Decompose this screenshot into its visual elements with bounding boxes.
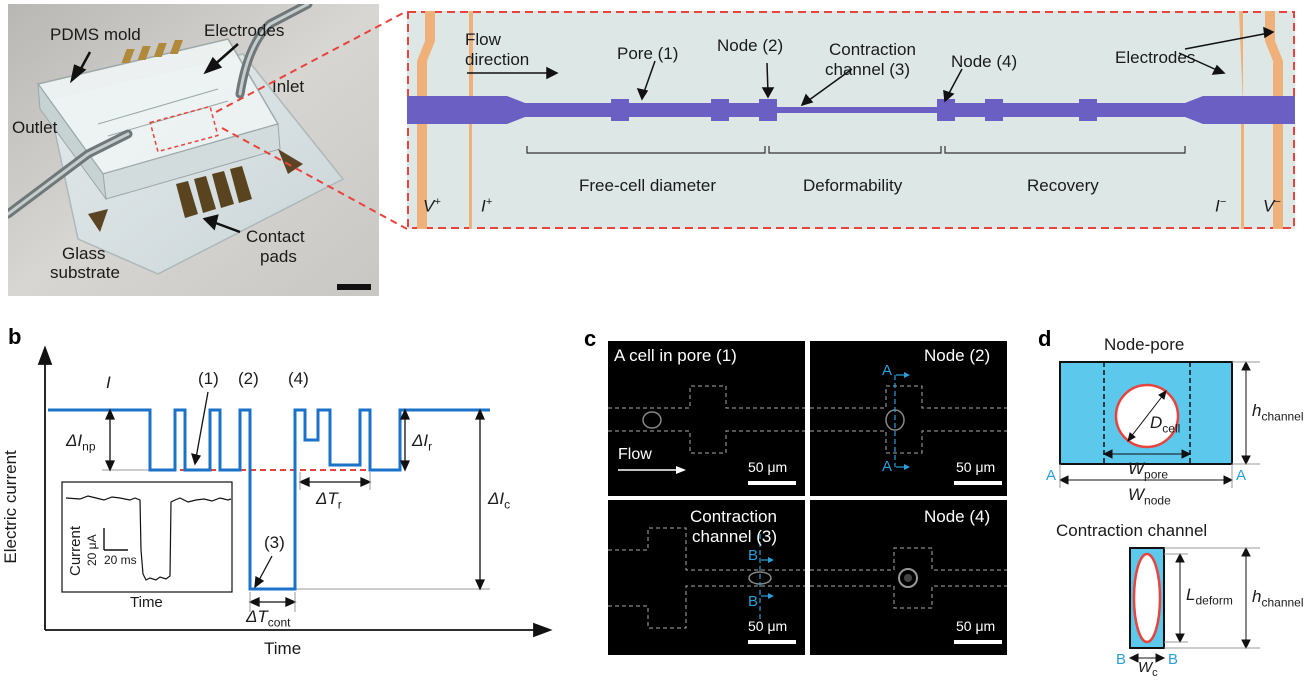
mark-1: (1) <box>198 369 219 388</box>
a-left-mark: A <box>1046 467 1057 484</box>
mark-2: (2) <box>238 369 259 388</box>
schematic-electrodes <box>417 11 1283 229</box>
tile1-scale-bar <box>748 481 796 485</box>
contraction-label-2: channel (3) <box>825 60 911 79</box>
pads-label-2: pads <box>260 247 297 266</box>
inset-trace <box>61 481 233 593</box>
mark-3: (3) <box>264 533 285 552</box>
inset-scale-y: 20 μA <box>85 534 99 566</box>
contraction-title: Contraction channel <box>1056 521 1208 540</box>
tile2-scale-bar <box>954 481 1002 485</box>
micrograph-tile-1: A cell in pore (1) Flow 50 μm <box>608 341 805 496</box>
pdms-label: PDMS mold <box>50 25 141 44</box>
tile1-title: A cell in pore (1) <box>614 346 737 365</box>
tile3-title-1: Contraction <box>690 507 777 526</box>
delta-inp: ΔInp <box>66 431 96 454</box>
node4-label: Node (4) <box>951 52 1018 71</box>
glass-label-2: substrate <box>50 263 120 282</box>
tile2-mark-top: A <box>882 362 893 379</box>
inset-y-label: Current <box>67 525 84 576</box>
tile2-scale: 50 μm <box>956 459 996 475</box>
w-c-label: Wc <box>1138 659 1158 679</box>
panel-b-letter: b <box>8 324 22 349</box>
flow-arrow <box>618 466 686 474</box>
b-left-mark: B <box>1116 651 1127 668</box>
schematic-channel <box>407 96 1295 124</box>
h-channel-label: hchannel <box>1252 401 1304 424</box>
tile4-scale-bar <box>954 640 1002 644</box>
pads-label-1: Contact <box>246 227 305 246</box>
w-node-label: Wnode <box>1128 485 1171 508</box>
channel-schematic: Flow direction Pore (1) Node (2) Contrac… <box>407 11 1295 229</box>
v-plus-label: V+ <box>423 196 441 216</box>
y-axis-label: Electric current <box>0 450 20 564</box>
x-axis-label: Time <box>264 639 302 658</box>
a-right-mark: A <box>1236 467 1247 484</box>
photo-electrodes <box>121 40 183 63</box>
b-right-mark: B <box>1168 651 1179 668</box>
current-trace-plot: Electric current Time I (1) (2) (4) (3) … <box>0 330 560 670</box>
inset-x-label: Time <box>130 594 163 611</box>
region-deform-label: Deformability <box>803 176 903 195</box>
micrograph-tile-3: Contraction channel (3) B B 50 μm <box>608 500 805 655</box>
device-photo: PDMS mold Electrodes Inlet Outlet Glass … <box>3 0 379 296</box>
tile3-title-2: channel (3) <box>692 527 778 546</box>
delta-tcont: ΔTcont <box>246 607 291 630</box>
tile3-scale-bar <box>748 640 796 644</box>
contact-pads <box>176 166 252 218</box>
micrograph-tile-4: Node (4) 50 μm <box>810 500 1007 655</box>
d-cell-label: Dcell <box>1150 413 1181 436</box>
cross-section-diagrams: Node-pore Dcell hchannel Wpore Wnode A A… <box>1030 330 1304 679</box>
delta-tr: ΔTr <box>316 489 342 512</box>
tile3-mark-bottom: B <box>748 593 759 610</box>
tile3-mark-top: B <box>748 547 759 564</box>
region-recovery-label: Recovery <box>1027 176 1099 195</box>
inlet-label: Inlet <box>272 77 305 96</box>
flow-dir-label-2: direction <box>465 50 530 69</box>
h2-channel-label: hchannel <box>1252 587 1304 610</box>
l-deform-label: Ldeform <box>1186 585 1233 608</box>
tile2-mark-bottom: A <box>882 458 893 475</box>
i-plus-label: I+ <box>481 196 493 216</box>
panel-c-letter: c <box>584 326 597 351</box>
tile4-title: Node (4) <box>924 507 991 526</box>
region-diameter-label: Free-cell diameter <box>579 176 716 195</box>
inset-scale-x: 20 ms <box>104 553 137 567</box>
tile4-scale: 50 μm <box>956 618 996 634</box>
flow-dir-label-1: Flow <box>465 30 501 49</box>
tile3-scale: 50 μm <box>748 618 788 634</box>
node-pore-title: Node-pore <box>1104 335 1185 354</box>
mark-4: (4) <box>288 369 309 388</box>
i-label: I <box>106 373 111 392</box>
current-trace <box>48 408 490 591</box>
outlet-label: Outlet <box>12 118 58 137</box>
tile1-flow: Flow <box>618 446 652 463</box>
v-minus-label: V− <box>1263 196 1281 216</box>
w-pore-label: Wpore <box>1128 459 1169 482</box>
zoom-lines <box>215 10 408 230</box>
micrograph-tile-2: Node (2) A A 50 μm <box>810 341 1007 496</box>
electrodes-schematic-label: Electrodes <box>1115 48 1196 67</box>
delta-ic: ΔIc <box>488 489 511 512</box>
delta-ir: ΔIr <box>412 431 433 454</box>
node2-label: Node (2) <box>717 36 784 55</box>
contraction-label-1: Contraction <box>829 40 916 59</box>
tile2-title: Node (2) <box>924 346 991 365</box>
electrodes-photo-label: Electrodes <box>204 21 285 40</box>
glass-label-1: Glass <box>62 244 106 263</box>
tile1-scale: 50 μm <box>748 459 788 475</box>
pore-label: Pore (1) <box>617 44 679 63</box>
panel-d-letter: d <box>1038 326 1052 351</box>
i-minus-label: I− <box>1215 196 1227 216</box>
